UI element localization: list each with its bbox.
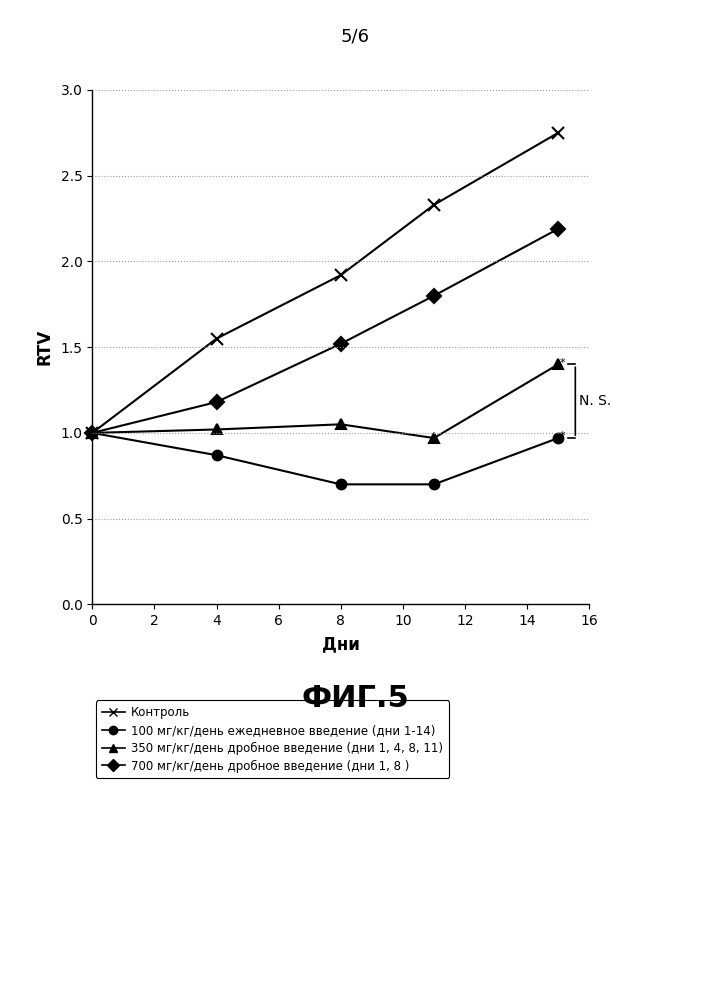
Text: N. S.: N. S. — [579, 395, 611, 409]
Text: 5/6: 5/6 — [341, 28, 369, 46]
Text: ФИГ.5: ФИГ.5 — [301, 684, 409, 713]
Text: *: * — [559, 358, 565, 368]
X-axis label: Дни: Дни — [322, 635, 360, 653]
Y-axis label: RTV: RTV — [36, 329, 54, 366]
Legend: Контроль, 100 мг/кг/день ежедневное введение (дни 1-14), 350 мг/кг/день дробное : Контроль, 100 мг/кг/день ежедневное введ… — [96, 700, 449, 778]
Text: *: * — [559, 432, 565, 442]
